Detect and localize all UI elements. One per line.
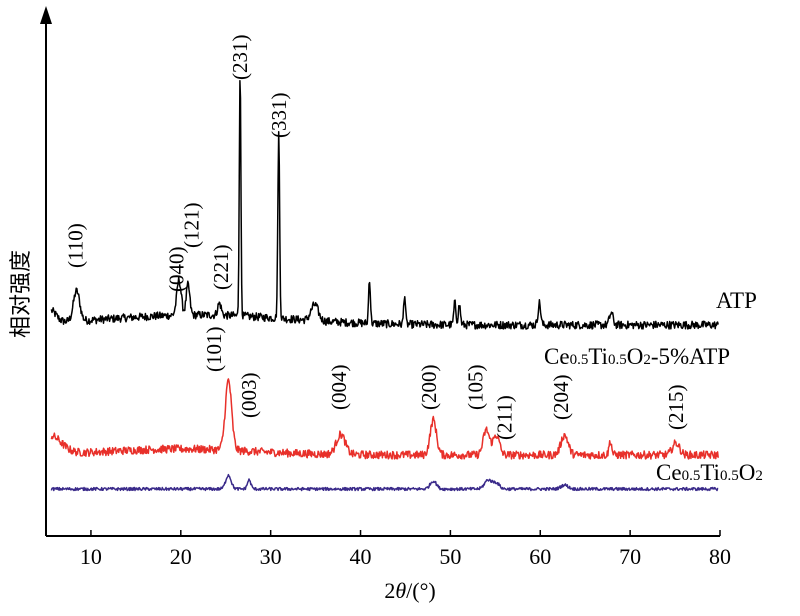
peak-label: (331) <box>267 93 291 139</box>
peak-label: (101) <box>202 327 226 373</box>
peak-label: (231) <box>228 35 252 81</box>
peak-label: (004) <box>327 365 351 411</box>
x-tick-label: 60 <box>529 544 551 569</box>
y-axis-title: 相对强度 <box>8 250 33 338</box>
x-axis-title: 2θ/(°) <box>384 578 435 603</box>
series-label-pure: Ce0.5Ti0.5O2 <box>656 460 763 485</box>
series-line-composite <box>50 378 719 460</box>
x-tick-label: 10 <box>80 544 102 569</box>
x-ticks: 10 20 30 40 50 60 70 80 <box>80 530 731 569</box>
series-label-atp: ATP <box>716 288 757 313</box>
series-line-pure <box>50 473 719 492</box>
x-tick-label: 70 <box>619 544 641 569</box>
x-tick-label: 80 <box>709 544 731 569</box>
peak-label: (200) <box>417 365 441 411</box>
peak-label: (040) <box>164 247 188 293</box>
x-tick-label: 20 <box>170 544 192 569</box>
peak-annotations: (110) (040)(121)(221) (231) (331) (101) (003)… <box>64 35 688 441</box>
x-tick-label: 30 <box>260 544 282 569</box>
peak-label: (121) <box>180 203 204 249</box>
y-axis-arrow <box>40 6 52 24</box>
peak-label: (204) <box>549 375 573 421</box>
peak-label: (215) <box>664 385 688 431</box>
peak-label: (003) <box>237 373 261 419</box>
series-layer <box>50 79 719 492</box>
peak-label: (221) <box>209 245 233 291</box>
x-tick-label: 40 <box>350 544 372 569</box>
peak-label: (110) <box>64 223 88 268</box>
axes <box>40 6 720 537</box>
x-tick-label: 50 <box>439 544 461 569</box>
peak-label: (105) <box>464 365 488 411</box>
peak-label: (211) <box>492 395 516 440</box>
series-line-atp <box>50 79 719 330</box>
series-label-composite: Ce0.5Ti0.5O2-5%ATP <box>544 344 730 369</box>
